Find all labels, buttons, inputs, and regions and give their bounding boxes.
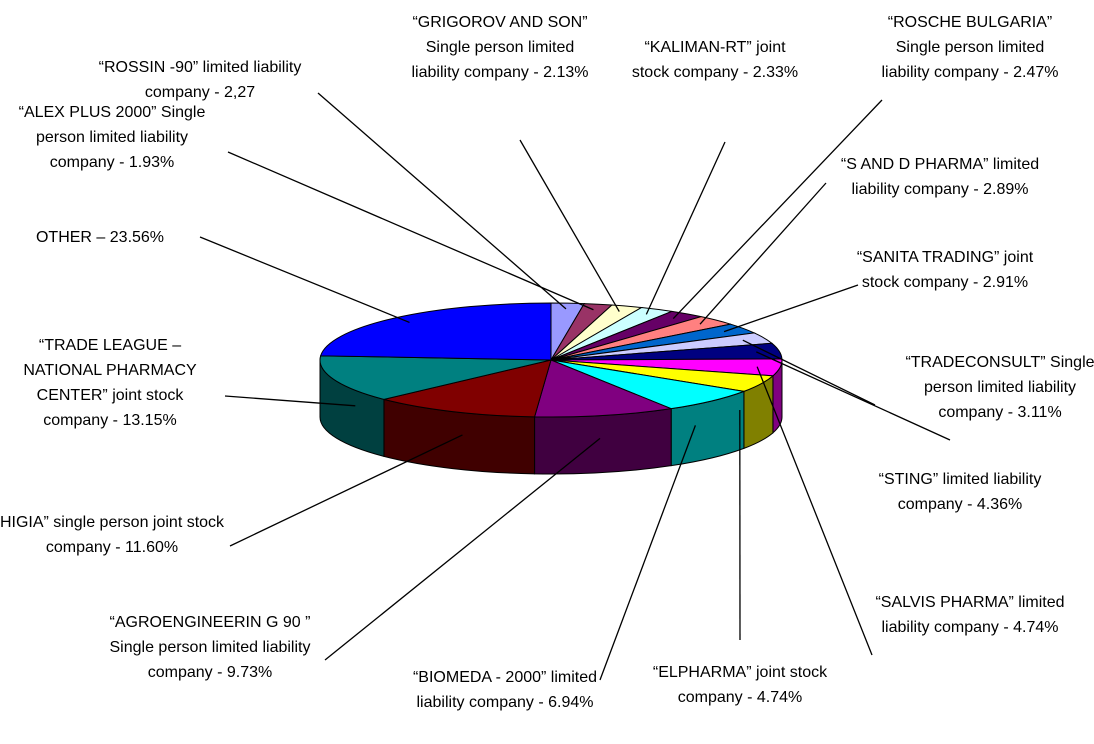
- category-label: “ROSCHE BULGARIA” Single person limited …: [881, 14, 1053, 81]
- leader-line: [324, 437, 601, 661]
- category-label: HIGIA” single person joint stock company…: [0, 514, 225, 556]
- value-label: 13.15%: [122, 412, 177, 429]
- category-label: “ELPHARMA” joint stock company -: [652, 664, 828, 706]
- leader-line: [519, 139, 620, 312]
- value-label: 4.74%: [756, 689, 803, 706]
- data-label: “TRADECONSULT” Single person limited lia…: [900, 350, 1094, 425]
- data-label: “AGROENGINEERIN G 90 ” Single person lim…: [103, 610, 318, 685]
- data-label: “SALVIS PHARMA” limited liability compan…: [875, 590, 1065, 640]
- category-label: “ALEX PLUS 2000” Single person limited l…: [18, 104, 206, 171]
- value-label: 2,27: [224, 84, 256, 101]
- category-label: “ROSSIN -90” limited liability company -: [98, 59, 302, 101]
- value-label: 1.93%: [128, 154, 175, 171]
- leader-line: [756, 366, 873, 656]
- value-label: 4.74%: [1013, 619, 1059, 636]
- data-label: “ROSSIN -90” limited liability company -…: [90, 55, 310, 105]
- leader-line: [645, 141, 726, 315]
- data-label: “KALIMAN-RT” joint stock company - 2.33%: [625, 35, 805, 85]
- value-label: 2.47%: [1013, 64, 1059, 81]
- pie-side: [534, 408, 672, 475]
- value-label: 2.89%: [983, 181, 1029, 198]
- leader-line: [699, 182, 827, 325]
- value-label: 3.11%: [1017, 404, 1062, 421]
- data-label: “SANITA TRADING” joint stock company - 2…: [845, 245, 1045, 295]
- category-label: OTHER –: [35, 229, 106, 246]
- data-label: “STING” limited liability company - 4.36…: [865, 467, 1055, 517]
- leader-line: [229, 434, 463, 547]
- leader-line: [317, 92, 567, 310]
- data-label: “TRADE LEAGUE – NATIONAL PHARMACY CENTER…: [15, 333, 205, 433]
- pie-slice: [319, 355, 552, 400]
- category-label: “KALIMAN-RT” joint stock company -: [631, 39, 786, 81]
- pie-slice: [550, 359, 746, 410]
- leader-line: [599, 425, 697, 681]
- value-label: 9.73%: [226, 664, 273, 681]
- leader-line: [756, 351, 951, 441]
- category-label: “TRADE LEAGUE – NATIONAL PHARMACY CENTER…: [23, 337, 197, 429]
- data-label: “GRIGOROV AND SON” Single person limited…: [410, 10, 590, 85]
- pie-slice: [319, 302, 552, 361]
- value-label: 2.91%: [982, 274, 1029, 291]
- leader-line: [742, 339, 876, 406]
- data-label: OTHER – 23.56%: [5, 225, 195, 250]
- leader-line: [199, 236, 410, 324]
- pie-slice: [383, 359, 552, 418]
- category-label: “BIOMEDA - 2000” limited liability compa…: [412, 669, 598, 711]
- category-label: “TRADECONSULT” Single person limited lia…: [905, 354, 1094, 421]
- value-label: 4.36%: [976, 496, 1023, 513]
- category-label: “SALVIS PHARMA” limited liability compan…: [875, 594, 1065, 636]
- leader-line: [723, 284, 859, 333]
- leader-line: [227, 151, 594, 311]
- pie-slice: [533, 359, 674, 418]
- category-label: “STING” limited liability company -: [878, 471, 1042, 513]
- category-label: “S AND D PHARMA” limited liability compa…: [840, 156, 1040, 198]
- leader-line: [672, 99, 883, 319]
- data-label: “S AND D PHARMA” limited liability compa…: [840, 152, 1040, 202]
- data-label: “ALEX PLUS 2000” Single person limited l…: [7, 100, 217, 175]
- value-label: 2.13%: [543, 64, 589, 81]
- value-label: 11.60%: [125, 539, 179, 556]
- category-label: “GRIGOROV AND SON” Single person limited…: [411, 14, 588, 81]
- leader-line: [224, 395, 356, 407]
- data-label: “BIOMEDA - 2000” limited liability compa…: [405, 665, 605, 715]
- category-label: “SANITA TRADING” joint stock company -: [856, 249, 1034, 291]
- data-label: “ROSCHE BULGARIA” Single person limited …: [870, 10, 1070, 85]
- data-label: “ELPHARMA” joint stock company - 4.74%: [645, 660, 835, 710]
- value-label: 23.56%: [109, 229, 165, 246]
- value-label: 2.33%: [752, 64, 799, 81]
- category-label: “AGROENGINEERIN G 90 ” Single person lim…: [109, 614, 311, 681]
- value-label: 6.94%: [548, 694, 594, 711]
- data-label: HIGIA” single person joint stock company…: [0, 510, 225, 560]
